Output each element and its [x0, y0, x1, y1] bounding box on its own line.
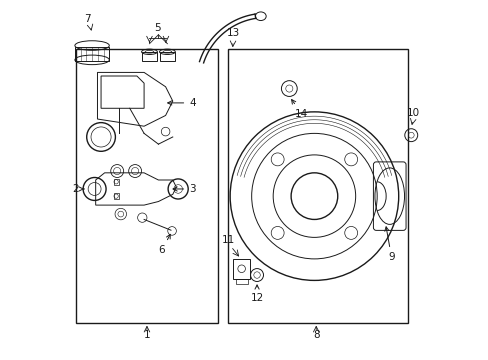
Bar	[233, 259, 250, 279]
Text: 10: 10	[406, 108, 419, 118]
Bar	[235, 279, 247, 284]
Bar	[76, 49, 217, 323]
Text: 7: 7	[84, 14, 91, 24]
Text: 11: 11	[221, 235, 235, 244]
Bar	[159, 52, 175, 61]
Text: 1: 1	[143, 330, 150, 340]
Text: 12: 12	[250, 285, 263, 303]
Text: 6: 6	[159, 234, 170, 255]
Bar	[228, 49, 407, 323]
Text: 5: 5	[154, 23, 161, 33]
Text: 14: 14	[291, 100, 308, 119]
Text: 13: 13	[226, 28, 239, 39]
Bar	[113, 193, 119, 199]
Text: 9: 9	[384, 227, 394, 262]
Text: 8: 8	[312, 330, 319, 340]
Text: 4: 4	[167, 98, 195, 108]
Bar	[142, 52, 157, 61]
Bar	[113, 179, 119, 185]
Text: 3: 3	[173, 184, 195, 194]
Bar	[75, 47, 109, 61]
Text: 2: 2	[72, 184, 84, 194]
